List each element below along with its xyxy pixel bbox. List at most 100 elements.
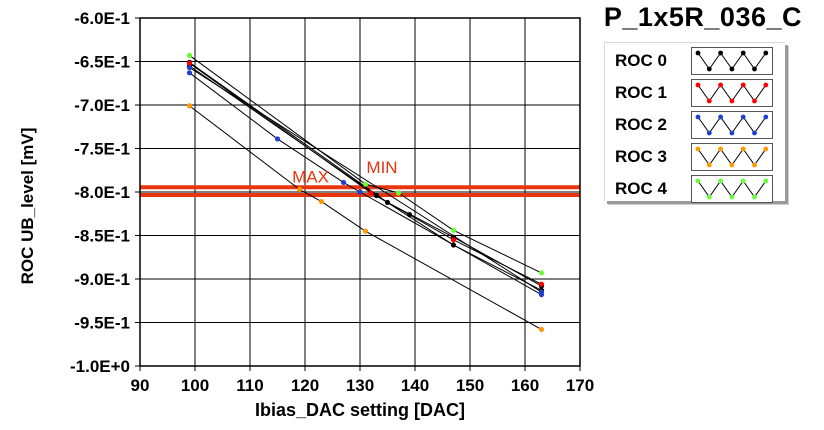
- y-axis-label: ROC UB_level [mV]: [18, 127, 37, 285]
- legend-marker: [718, 50, 723, 56]
- legend-marker: [695, 50, 701, 56]
- legend-item-roc-4: ROC 4: [605, 173, 785, 205]
- legend-marker: [718, 178, 723, 184]
- y-tick-label: -7.5E-1: [74, 140, 130, 159]
- legend-marker: [729, 98, 735, 104]
- data-point-roc-4: [538, 270, 545, 276]
- legend-marker: [706, 66, 712, 72]
- data-point-roc-0: [406, 212, 413, 218]
- y-tick-label: -8.0E-1: [74, 183, 130, 202]
- legend-marker: [740, 50, 746, 56]
- data-point-roc-3: [296, 186, 303, 192]
- y-tick-label: -6.5E-1: [74, 53, 130, 72]
- series-line-roc-3: [299, 188, 322, 203]
- legend-item-roc-1: ROC 1: [605, 77, 785, 109]
- plot-frame: [139, 17, 581, 367]
- x-axis-label: Ibias_DAC setting [DAC]: [254, 400, 465, 420]
- legend-marker: [752, 130, 757, 136]
- legend-marker: [763, 146, 769, 152]
- data-point-roc-1: [368, 190, 374, 196]
- data-point-roc-2: [357, 189, 363, 195]
- legend-marker: [763, 178, 769, 184]
- data-point-roc-4: [395, 190, 402, 196]
- legend-marker: [695, 114, 701, 120]
- data-point-roc-2: [274, 136, 281, 142]
- legend-item-roc-2: ROC 2: [605, 109, 785, 141]
- legend-label: ROC 0: [615, 51, 667, 70]
- legend-marker: [752, 162, 757, 168]
- legend-label: ROC 2: [615, 115, 667, 134]
- series-line-roc-4: [189, 55, 366, 185]
- x-tick-label: 100: [181, 376, 209, 395]
- y-tick-label: -9.5E-1: [74, 314, 130, 333]
- legend-swatch-roc-3: [691, 143, 773, 171]
- x-tick-label: 150: [456, 376, 484, 395]
- series-line-roc-2: [343, 181, 361, 193]
- series-line-roc-1: [370, 192, 454, 241]
- legend-marker: [706, 130, 712, 136]
- legend-swatch-roc-1: [691, 79, 773, 107]
- data-point-roc-2: [538, 289, 545, 295]
- legend-marker: [706, 98, 712, 104]
- legend-zigzag: [697, 84, 767, 102]
- legend-marker: [752, 98, 757, 104]
- legend-marker: [740, 114, 746, 120]
- legend-marker: [752, 194, 757, 200]
- x-tick-label: 140: [401, 376, 429, 395]
- legend-marker: [752, 66, 757, 72]
- series-line-roc-2: [189, 72, 278, 140]
- legend-marker: [695, 82, 701, 88]
- legend-marker: [718, 114, 723, 120]
- legend-zigzag: [697, 52, 767, 70]
- x-tick-label: 170: [566, 376, 594, 395]
- y-tick-label: -1.0E+0: [70, 357, 130, 376]
- legend-marker: [763, 50, 769, 56]
- legend-swatch-roc-0: [691, 47, 773, 75]
- y-tick-label: -8.5E-1: [74, 227, 130, 246]
- series-line-roc-3: [365, 230, 542, 330]
- y-tick-label: -7.0E-1: [74, 96, 130, 115]
- legend-marker: [763, 114, 769, 120]
- data-point-roc-2: [186, 70, 193, 76]
- legend-marker: [706, 194, 712, 200]
- series-line-roc-2: [359, 191, 542, 296]
- legend-label: ROC 4: [615, 179, 667, 198]
- annotation-min: MIN: [366, 158, 397, 177]
- legend-marker: [740, 82, 746, 88]
- annotation-max: MAX: [292, 167, 329, 186]
- chart-title: P_1x5R_036_C: [603, 2, 802, 32]
- x-tick-label: 130: [346, 376, 374, 395]
- legend-label: ROC 1: [615, 83, 667, 102]
- legend-marker: [695, 146, 701, 152]
- data-point-roc-4: [186, 52, 193, 59]
- data-point-roc-3: [318, 198, 325, 205]
- series-line-roc-1: [453, 239, 542, 285]
- series-line-roc-4: [365, 183, 399, 194]
- y-tick-label: -9.0E-1: [74, 270, 130, 289]
- legend-marker: [740, 146, 746, 152]
- legend-marker: [763, 82, 769, 88]
- data-point-roc-3: [538, 326, 545, 333]
- x-tick-label: 90: [131, 376, 150, 395]
- data-point-roc-0: [450, 242, 457, 248]
- legend-marker: [740, 178, 746, 184]
- legend-marker: [695, 178, 701, 184]
- legend-marker: [706, 162, 712, 168]
- series-line-roc-2: [277, 138, 344, 183]
- series-line-roc-1: [189, 62, 372, 194]
- data-point-roc-1: [450, 237, 457, 243]
- legend-marker: [729, 66, 735, 72]
- legend-marker: [718, 82, 723, 88]
- legend: ROC 0 ROC 1 ROC 2 ROC 3 ROC 4: [604, 42, 785, 203]
- data-point-roc-3: [186, 103, 193, 109]
- x-tick-label: 120: [291, 376, 319, 395]
- legend-label: ROC 3: [615, 147, 667, 166]
- legend-item-roc-3: ROC 3: [605, 141, 785, 173]
- legend-marker: [729, 130, 735, 136]
- data-point-roc-1: [538, 281, 545, 287]
- x-tick-label: 110: [236, 376, 263, 395]
- data-point-roc-2: [186, 64, 193, 71]
- data-point-roc-3: [362, 228, 369, 234]
